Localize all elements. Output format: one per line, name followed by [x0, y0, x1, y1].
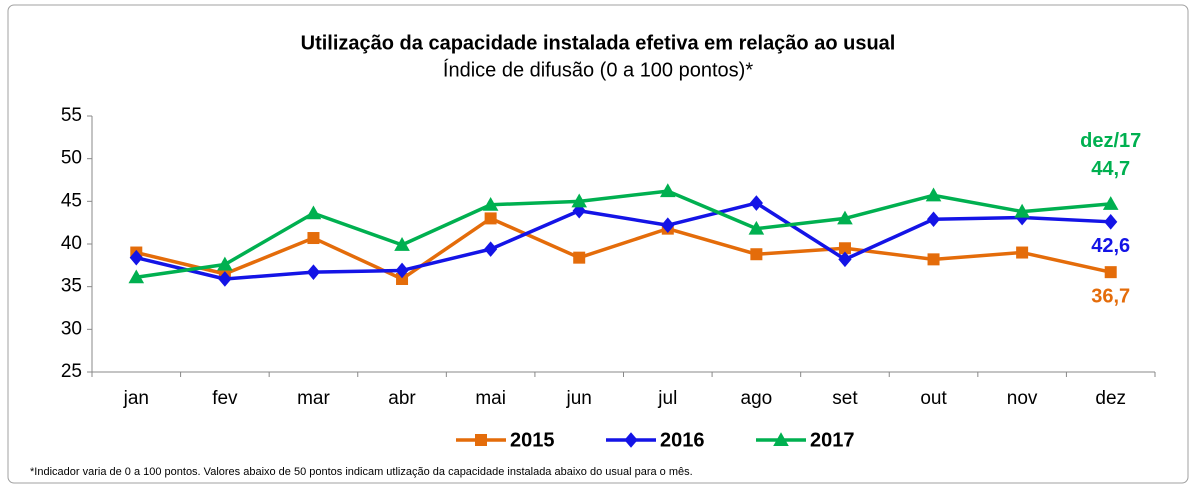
x-tick-label: mar	[297, 388, 330, 409]
marker	[661, 217, 675, 234]
marker	[484, 241, 498, 257]
marker	[484, 212, 497, 225]
x-tick-label: nov	[1007, 388, 1038, 409]
marker	[838, 242, 851, 255]
marker	[482, 196, 499, 211]
annotation: dez/17	[1080, 130, 1141, 152]
marker	[218, 271, 232, 287]
marker	[1104, 214, 1118, 230]
x-tick-label: jun	[566, 388, 592, 409]
chart-subtitle: Índice de difusão (0 a 100 pontos)*	[443, 58, 753, 81]
x-tick-label: set	[832, 388, 858, 409]
marker	[749, 195, 763, 211]
x-tick-label: abr	[388, 388, 416, 409]
legend-label: 2016	[660, 429, 705, 451]
x-tick-label: mai	[475, 388, 506, 409]
marker	[571, 193, 588, 208]
marker	[1016, 246, 1029, 259]
series-line	[135, 201, 1111, 281]
marker	[837, 210, 853, 225]
y-tick-label: 45	[61, 190, 82, 211]
marker	[748, 220, 765, 235]
series-line	[136, 189, 1111, 280]
marker	[659, 183, 676, 198]
x-tick-label: jul	[657, 388, 677, 409]
legend-marker	[475, 434, 487, 446]
legend-marker	[624, 432, 638, 448]
footnote: *Indicador varia de 0 a 100 pontos. Valo…	[30, 466, 693, 478]
y-tick-label: 25	[61, 361, 82, 382]
y-tick-label: 30	[61, 318, 82, 339]
data-label: 36,7	[1091, 285, 1130, 307]
marker	[395, 262, 409, 279]
marker	[217, 256, 233, 271]
marker	[306, 264, 321, 280]
marker	[307, 232, 320, 245]
marker	[925, 187, 942, 202]
marker	[1104, 266, 1117, 279]
y-tick-label: 35	[61, 276, 82, 297]
marker	[396, 272, 409, 285]
marker	[927, 253, 940, 266]
marker	[394, 237, 410, 251]
chart-title: Utilização da capacidade instalada efeti…	[301, 32, 896, 54]
chart-frame	[7, 4, 1189, 484]
marker	[926, 211, 941, 228]
marker	[1102, 196, 1119, 210]
marker	[129, 249, 143, 266]
x-tick-label: out	[920, 388, 947, 409]
marker	[305, 205, 322, 220]
marker	[128, 269, 145, 284]
marker	[573, 251, 586, 264]
y-tick-label: 50	[61, 148, 82, 169]
marker	[838, 251, 852, 268]
data-label: 42,6	[1091, 235, 1130, 257]
marker	[750, 248, 763, 261]
x-tick-label: ago	[741, 388, 773, 409]
x-tick-label: dez	[1095, 388, 1126, 409]
x-tick-label: fev	[212, 388, 238, 409]
marker	[1014, 203, 1030, 218]
x-tick-label: jan	[123, 388, 149, 409]
y-tick-label: 40	[61, 233, 82, 254]
legend-label: 2017	[810, 429, 855, 451]
legend-label: 2015	[510, 429, 555, 451]
data-label: 44,7	[1091, 158, 1130, 180]
legend-marker	[773, 432, 789, 446]
series-line	[135, 216, 1112, 281]
y-tick-label: 55	[61, 105, 82, 126]
